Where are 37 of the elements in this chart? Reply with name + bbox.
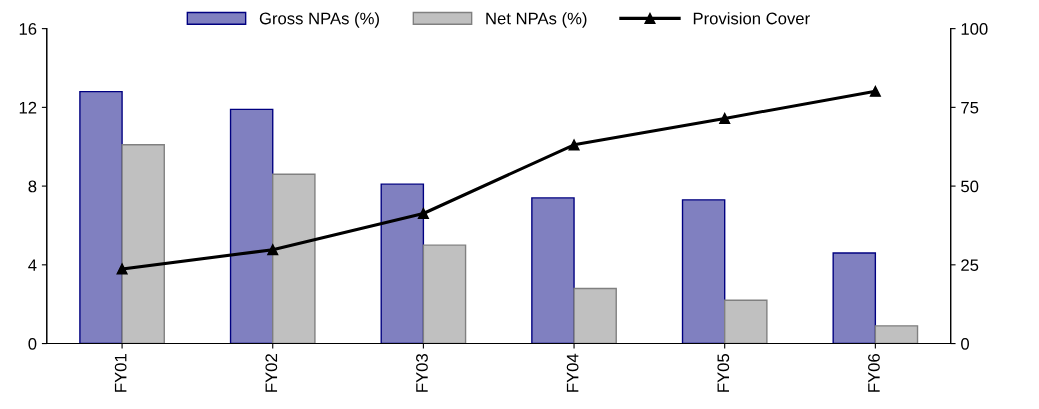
y-tick-label: 12 <box>19 101 37 114</box>
bar <box>422 244 467 344</box>
point <box>869 85 881 97</box>
point <box>719 112 731 124</box>
point <box>267 244 279 256</box>
bar <box>79 90 123 344</box>
x-tick-label: FY02 <box>265 354 278 392</box>
bar <box>573 287 617 344</box>
bar <box>121 144 165 344</box>
bar <box>272 173 316 344</box>
y2-tick-label: 75 <box>961 101 979 114</box>
legend-label: Provision Cover <box>693 12 810 25</box>
y-tick-label: 4 <box>28 259 37 271</box>
y2-tick-label: 50 <box>961 180 979 193</box>
y2-tick-label: 25 <box>961 259 979 272</box>
legend-label: Net NPAs (%) <box>486 12 587 28</box>
point <box>116 263 128 275</box>
x-tick-label: FY01 <box>114 354 127 392</box>
bar <box>380 183 425 344</box>
y-tick-label: 16 <box>19 23 37 35</box>
bar <box>681 199 726 344</box>
point <box>568 139 580 151</box>
bar <box>832 252 877 344</box>
legend-label: Gross NPAs (%) <box>259 12 379 28</box>
x-tick-label: FY04 <box>566 353 579 392</box>
x-tick-label: FY06 <box>868 354 880 392</box>
bar <box>724 299 768 344</box>
bar <box>229 108 274 344</box>
bar <box>531 197 575 344</box>
y2-tick-label: 100 <box>961 23 988 35</box>
y-tick-label: 0 <box>28 337 37 350</box>
point <box>417 207 429 220</box>
bar <box>874 325 919 344</box>
y-tick-label: 8 <box>28 180 37 193</box>
y2-tick-label: 0 <box>961 337 970 350</box>
x-tick-label: FY05 <box>717 353 730 392</box>
x-tick-label: FY03 <box>416 354 428 392</box>
